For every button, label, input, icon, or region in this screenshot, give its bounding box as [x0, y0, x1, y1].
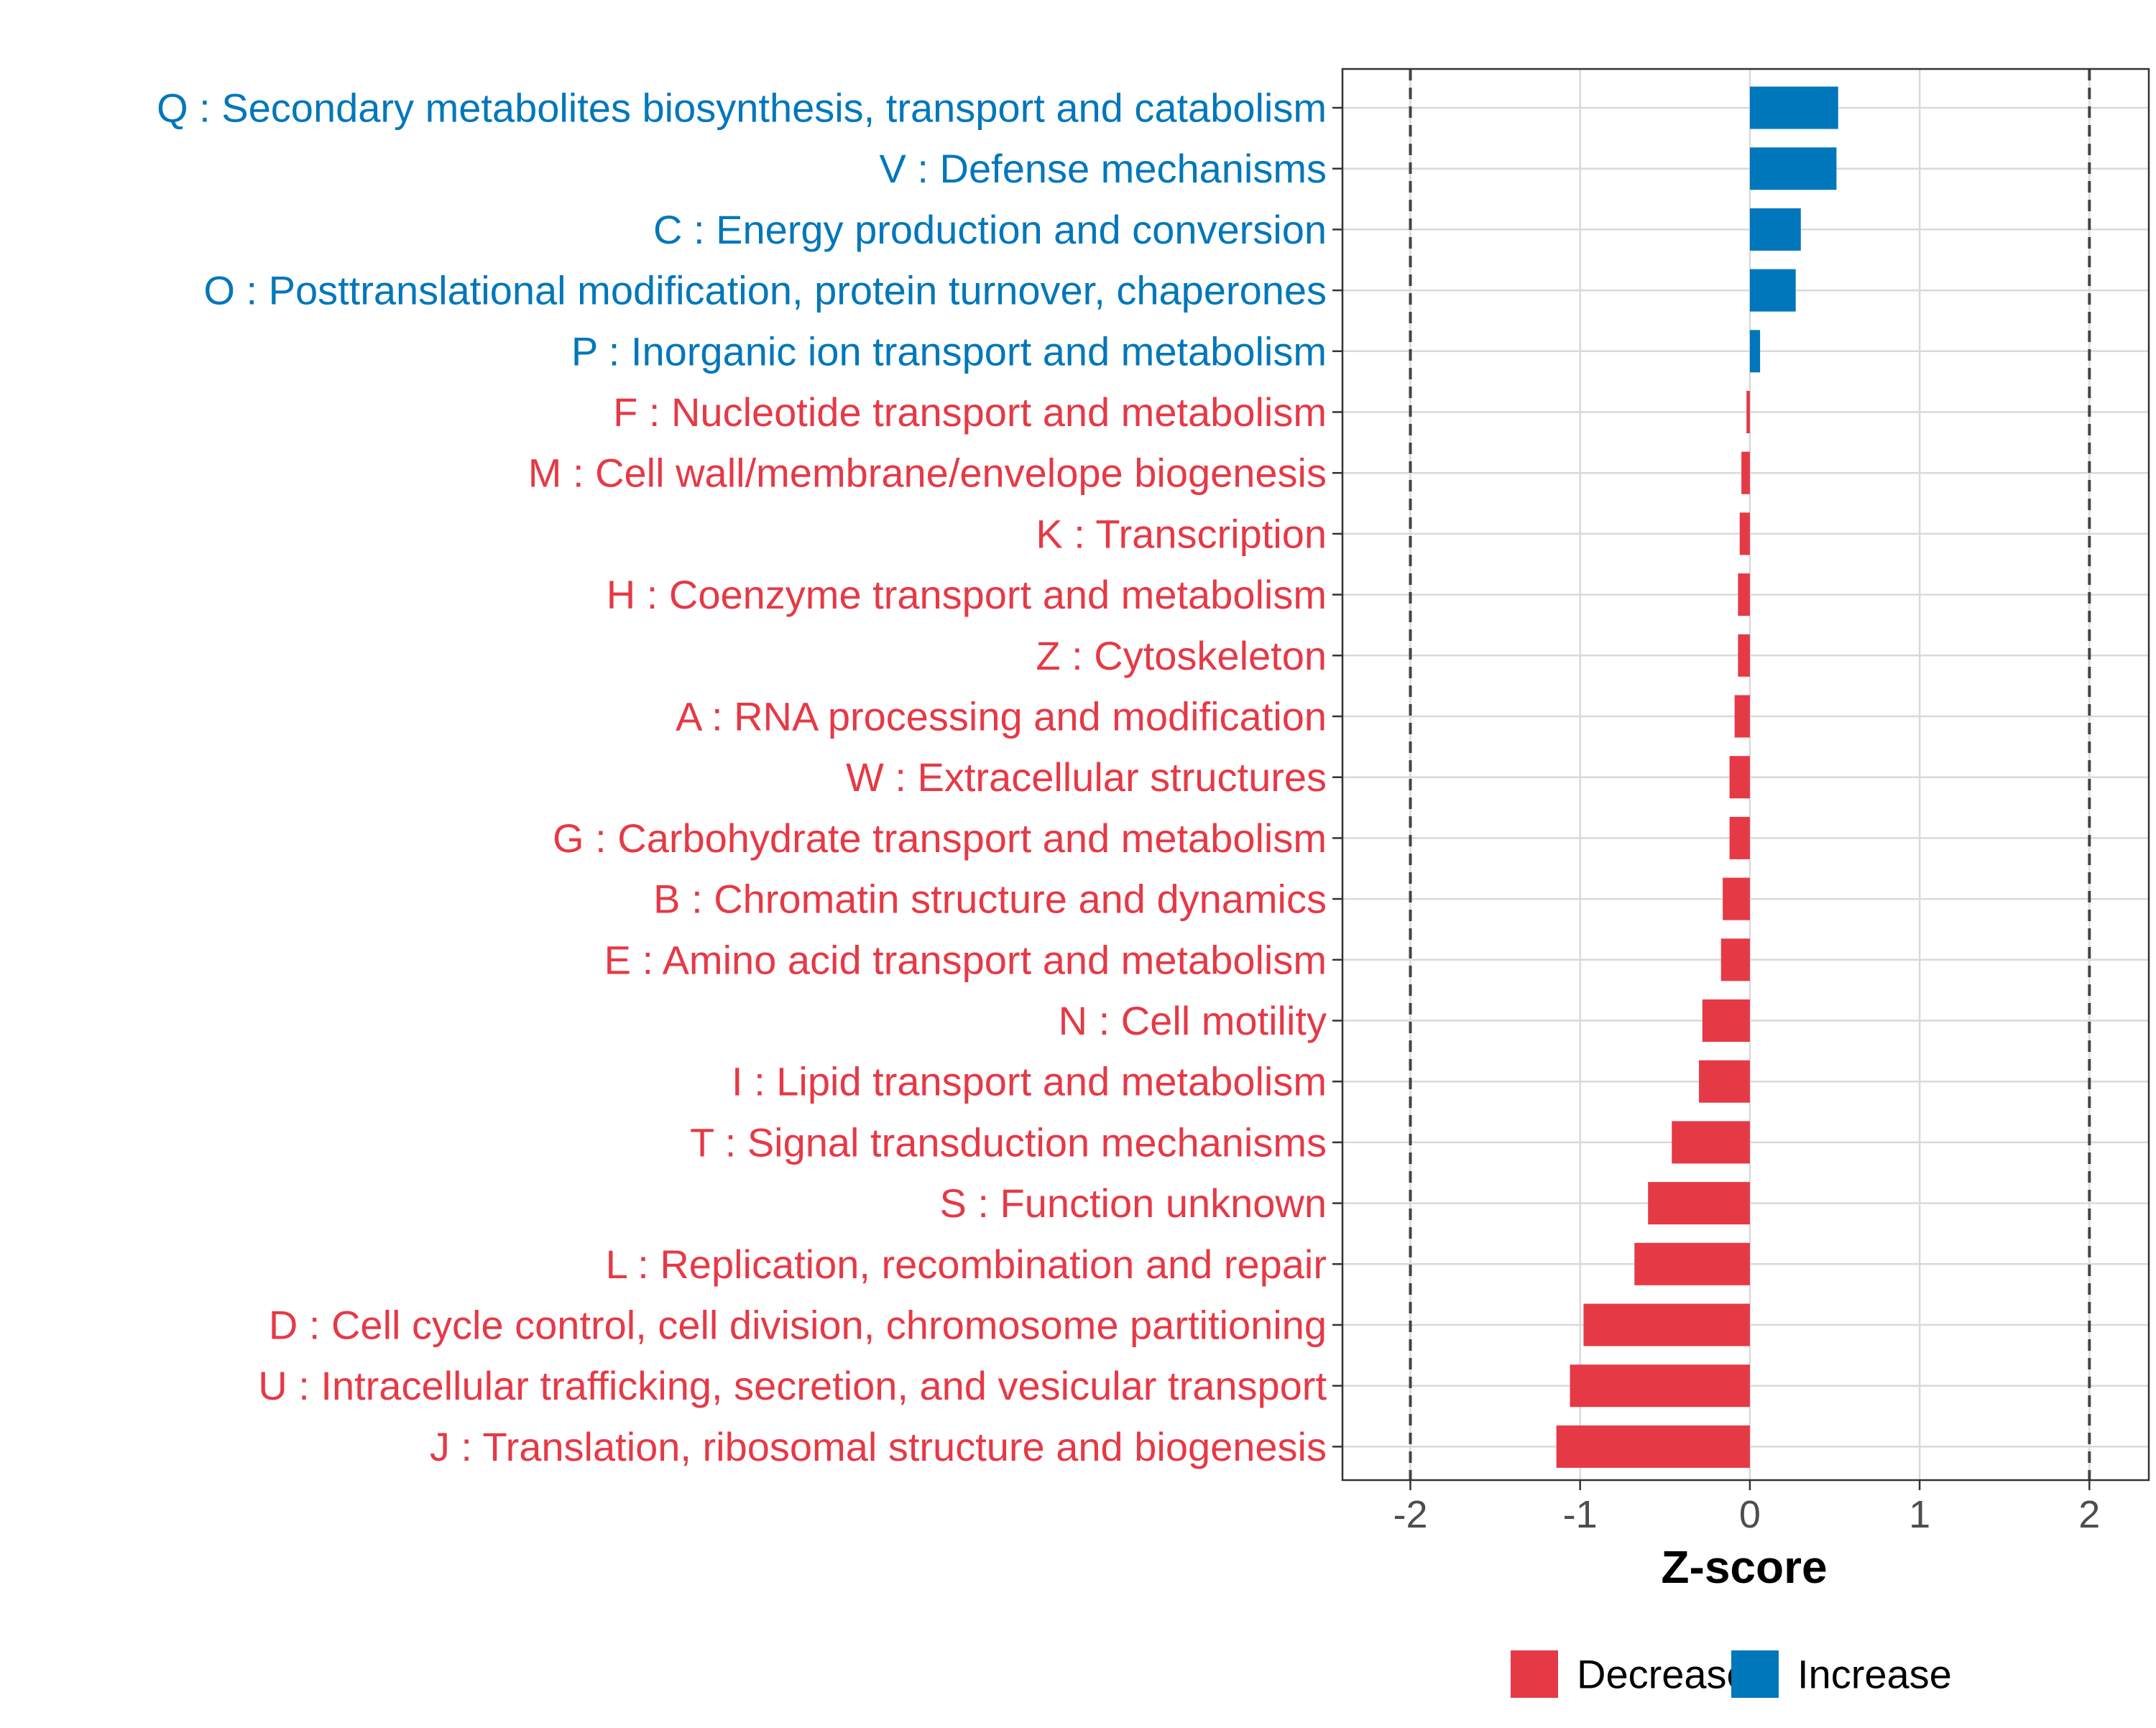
bar: [1699, 1060, 1750, 1103]
bar: [1583, 1303, 1750, 1346]
bar: [1749, 208, 1801, 251]
x-tick-label: 1: [1909, 1493, 1930, 1536]
y-tick-label: U : Intracellular trafficking, secretion…: [258, 1363, 1327, 1408]
bar-layer: [1556, 86, 1838, 1468]
y-tick-label: J : Translation, ribosomal structure and…: [430, 1424, 1327, 1469]
legend-label-increase: Increase: [1797, 1652, 1952, 1697]
bar: [1734, 695, 1750, 738]
bar: [1738, 573, 1750, 616]
threshold-layer: [1409, 69, 2091, 1480]
bar: [1723, 877, 1750, 920]
bar: [1720, 938, 1750, 981]
y-tick-label: E : Amino acid transport and metabolism: [604, 937, 1327, 982]
legend-label-decrease: Decrease: [1577, 1652, 1749, 1697]
y-tick-label: Q : Secondary metabolites biosynthesis, …: [157, 86, 1327, 131]
x-tick-label: -2: [1393, 1493, 1427, 1536]
x-axis: -2 -1 0 1 2: [1393, 1480, 2100, 1536]
y-tick-label: A : RNA processing and modification: [676, 694, 1327, 739]
bar: [1749, 86, 1838, 129]
y-tick-label: S : Function unknown: [939, 1181, 1327, 1226]
y-axis: Q : Secondary metabolites biosynthesis, …: [157, 86, 1342, 1469]
y-tick-label: H : Coenzyme transport and metabolism: [607, 572, 1327, 617]
bar: [1741, 451, 1750, 494]
x-tick-label: -1: [1563, 1493, 1598, 1536]
y-tick-label: D : Cell cycle control, cell division, c…: [269, 1303, 1327, 1348]
legend-swatch-decrease: [1511, 1650, 1558, 1698]
x-tick-label: 0: [1739, 1493, 1761, 1536]
y-tick-label: N : Cell motility: [1059, 998, 1327, 1043]
x-tick-label: 2: [2078, 1493, 2100, 1536]
bar: [1749, 269, 1796, 312]
y-tick-label: I : Lipid transport and metabolism: [732, 1059, 1327, 1104]
bar: [1729, 756, 1750, 799]
y-tick-label: O : Posttranslational modification, prot…: [203, 268, 1327, 313]
x-axis-title: Z-score: [1661, 1541, 1827, 1593]
y-tick-label: F : Nucleotide transport and metabolism: [613, 389, 1327, 435]
bar: [1556, 1425, 1750, 1468]
y-tick-label: P : Inorganic ion transport and metaboli…: [571, 328, 1327, 374]
y-tick-label: B : Chromatin structure and dynamics: [653, 877, 1327, 922]
y-tick-label: G : Carbohydrate transport and metabolis…: [553, 816, 1327, 861]
bar: [1729, 816, 1750, 859]
y-tick-label: Z : Cytoskeleton: [1036, 633, 1327, 678]
y-tick-label: L : Replication, recombination and repai…: [606, 1242, 1327, 1287]
legend: Decrease Increase: [1511, 1650, 1952, 1698]
bar: [1648, 1182, 1750, 1225]
bar: [1746, 391, 1750, 433]
y-tick-label: T : Signal transduction mechanisms: [690, 1119, 1327, 1165]
bar: [1739, 512, 1750, 555]
panel-border: [1341, 68, 2150, 1482]
bar: [1570, 1364, 1750, 1408]
legend-swatch-increase: [1731, 1650, 1779, 1698]
y-tick-label: W : Extracellular structures: [846, 754, 1327, 800]
bar: [1702, 999, 1750, 1042]
y-tick-label: K : Transcription: [1036, 511, 1327, 556]
bar: [1738, 634, 1750, 677]
y-tick-label: V : Defense mechanisms: [880, 146, 1327, 191]
bar: [1634, 1242, 1750, 1285]
bar: [1749, 147, 1837, 190]
y-tick-label: C : Energy production and conversion: [653, 207, 1327, 252]
y-tick-label: M : Cell wall/membrane/envelope biogenes…: [528, 451, 1327, 496]
bar: [1749, 330, 1761, 373]
bar: [1672, 1121, 1750, 1164]
